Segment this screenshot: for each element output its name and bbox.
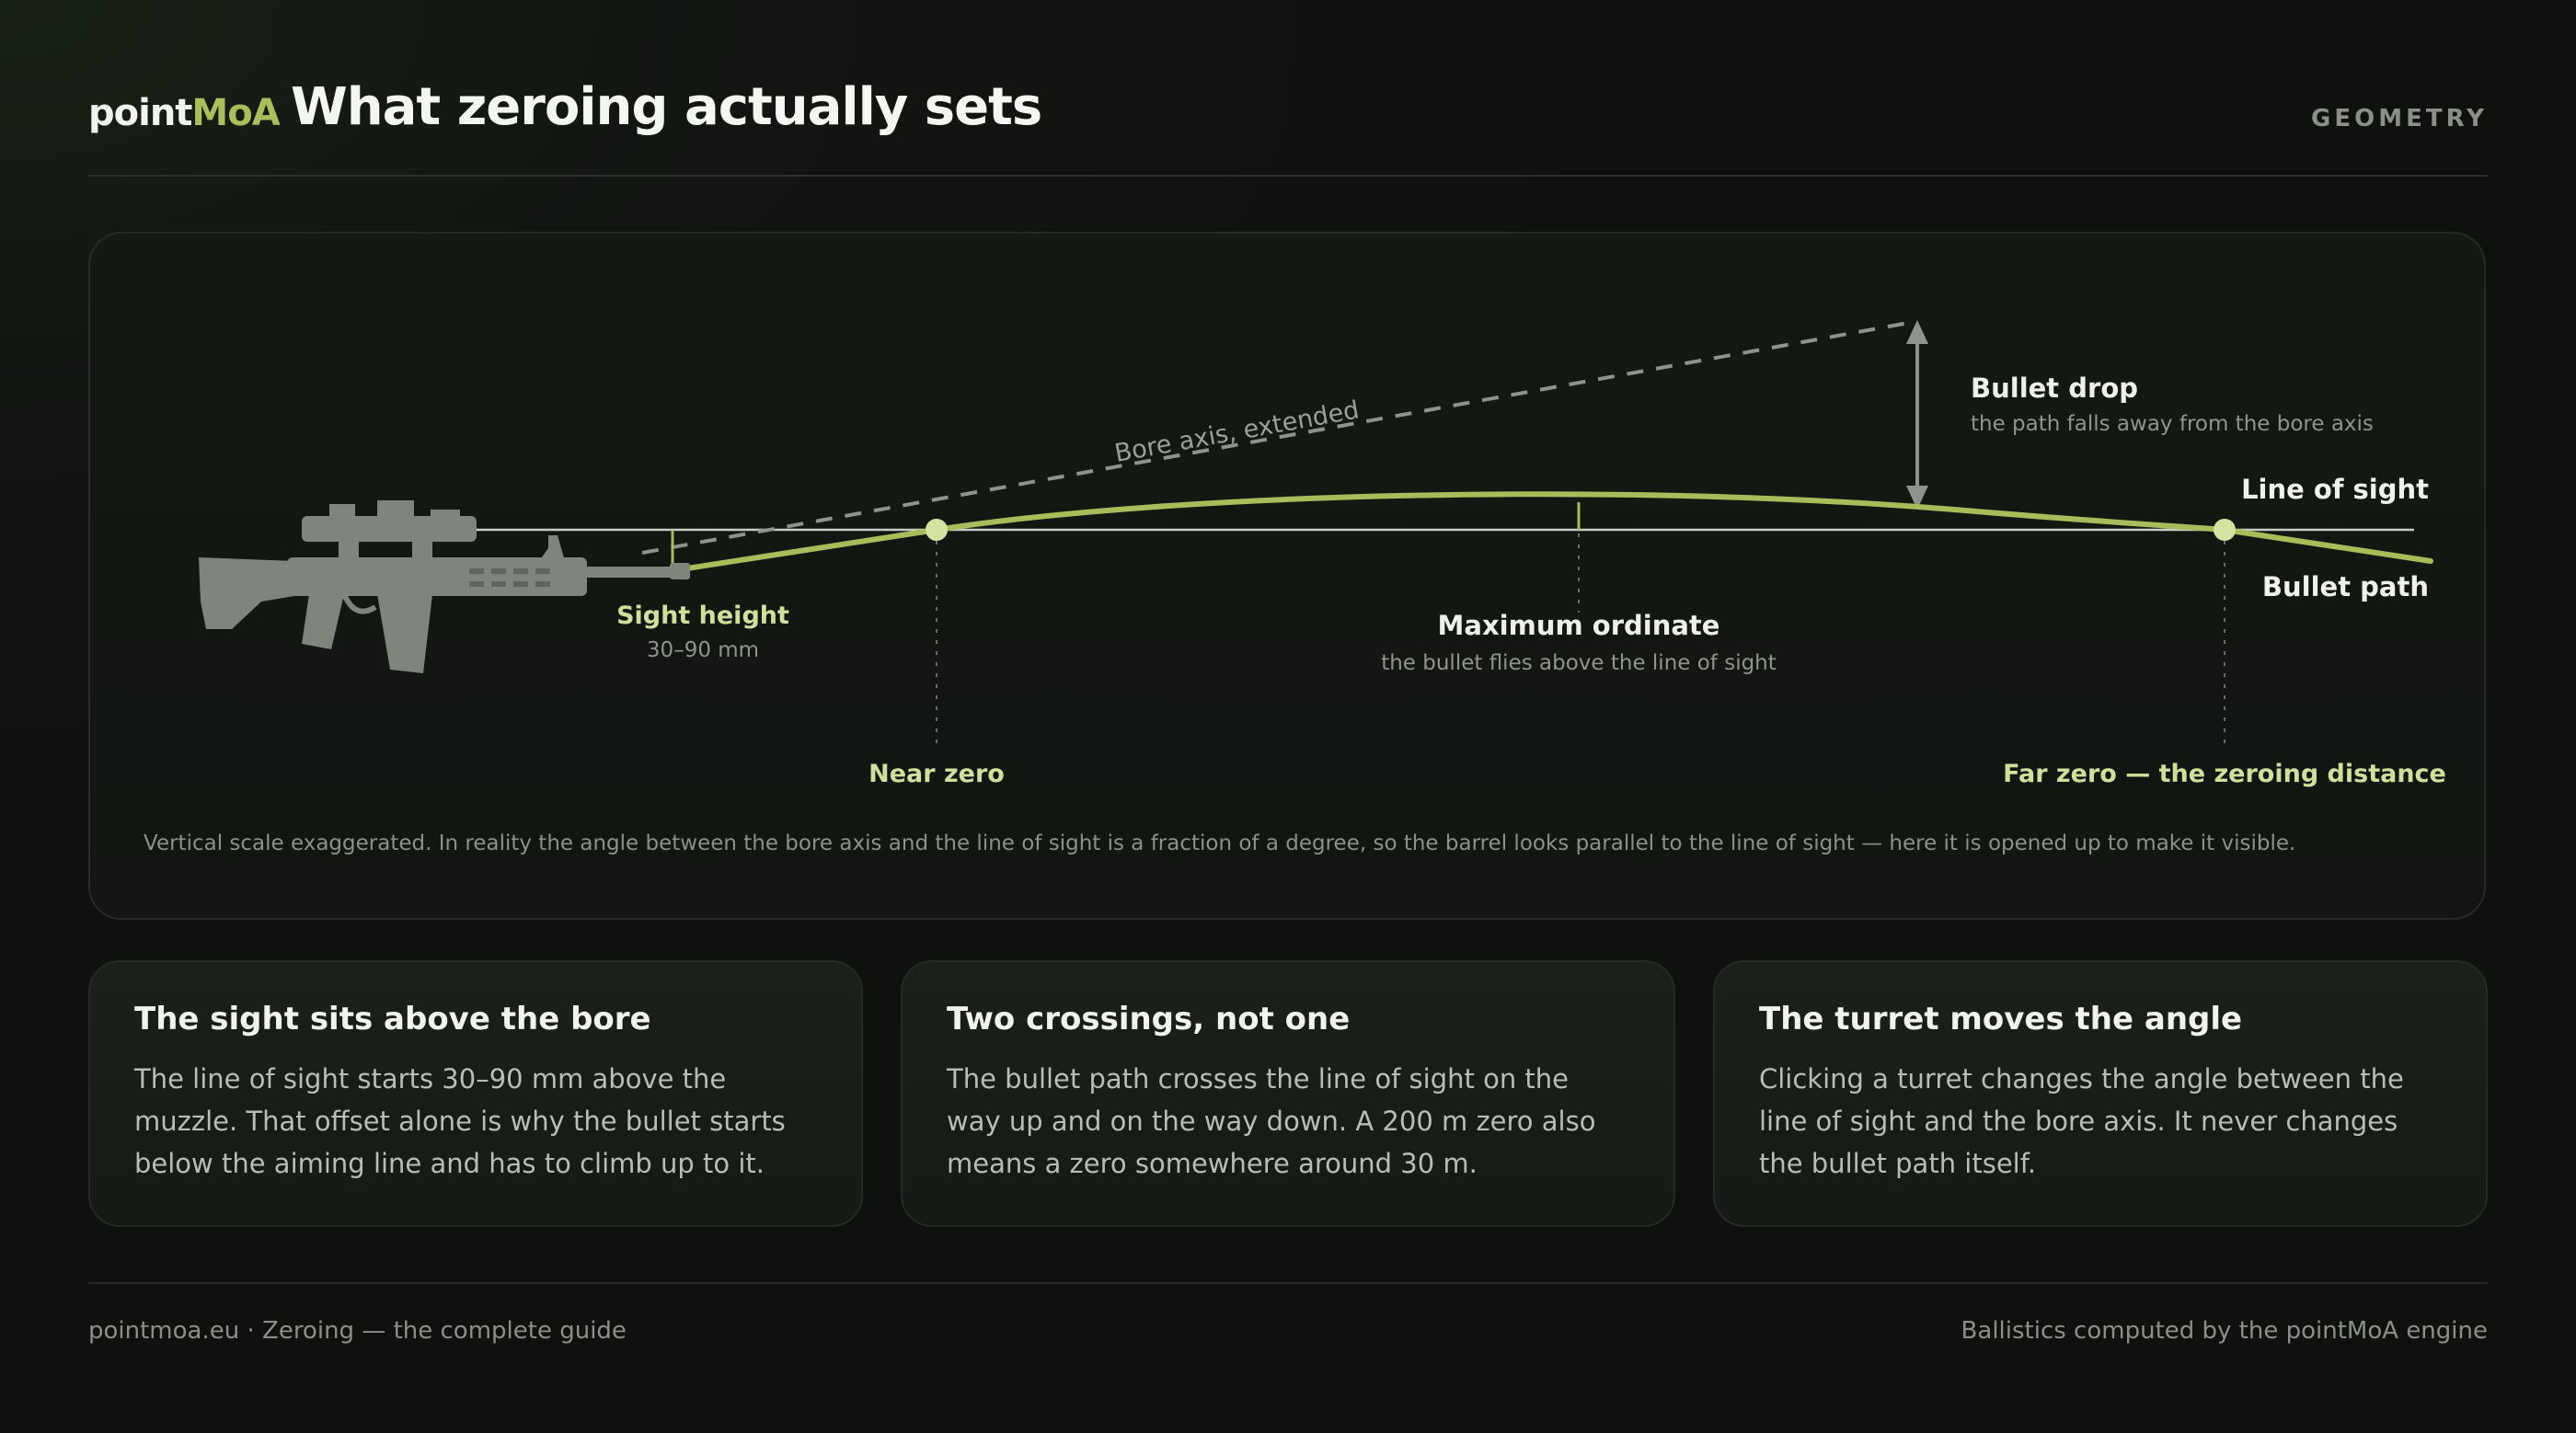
- section-label: GEOMETRY: [2311, 105, 2488, 132]
- bullet-path-curve: [649, 491, 2433, 577]
- page-header: pointMoA What zeroing actually sets GEOM…: [88, 74, 2488, 177]
- card-body: The line of sight starts 30–90 mm above …: [134, 1063, 786, 1179]
- zeroing-diagram: Bore axis, extended Bullet drop the path…: [199, 320, 2446, 788]
- card-title: The turret moves the angle: [1759, 1001, 2243, 1037]
- page-footer: pointmoa.eu · Zeroing — the complete gui…: [88, 1282, 2488, 1345]
- max-ordinate-title: Maximum ordinate: [1438, 610, 1720, 641]
- card-body: Clicking a turret changes the angle betw…: [1759, 1063, 2404, 1179]
- bullet-drop-subtitle: the path falls away from the bore axis: [1971, 412, 2374, 436]
- card-title: The sight sits above the bore: [134, 1001, 651, 1037]
- bullet-path-label: Bullet path: [2262, 571, 2429, 602]
- near-zero-point: [926, 519, 948, 541]
- brand-logo[interactable]: pointMoA: [88, 92, 281, 134]
- brand-name-main: point: [88, 92, 192, 134]
- brand-name-accent: MoA: [191, 92, 280, 134]
- diagram-panel: Bore axis, extended Bullet drop the path…: [88, 232, 2486, 920]
- bullet-drop-title: Bullet drop: [1971, 373, 2138, 404]
- far-zero-label: Far zero — the zeroing distance: [2003, 760, 2446, 788]
- bore-axis-line: [641, 320, 1915, 555]
- line-of-sight-label: Line of sight: [2241, 474, 2429, 505]
- info-card-sight-above-bore: The sight sits above the bore The line o…: [88, 960, 863, 1227]
- diagram-caption: Vertical scale exaggerated. In reality t…: [144, 831, 2296, 855]
- footer-source: pointmoa.eu · Zeroing — the complete gui…: [88, 1317, 627, 1345]
- far-zero-point: [2214, 519, 2236, 541]
- max-ordinate-subtitle: the bullet flies above the line of sight: [1381, 651, 1777, 675]
- bore-axis-label: Bore axis, extended: [1112, 396, 1362, 468]
- bullet-drop-arrow: [1906, 320, 1928, 510]
- card-title: Two crossings, not one: [947, 1001, 1351, 1037]
- card-body: The bullet path crosses the line of sigh…: [947, 1063, 1596, 1179]
- rifle-icon: [199, 500, 690, 673]
- sight-height-subtitle: 30–90 mm: [647, 638, 759, 662]
- footer-credit: Ballistics computed by the pointMoA engi…: [1961, 1317, 2488, 1345]
- sight-height-title: Sight height: [616, 602, 789, 630]
- near-zero-label: Near zero: [868, 760, 1005, 788]
- info-card-turret-angle: The turret moves the angle Clicking a tu…: [1713, 960, 2488, 1227]
- info-card-two-crossings: Two crossings, not one The bullet path c…: [901, 960, 1675, 1227]
- page-title: What zeroing actually sets: [291, 77, 1042, 137]
